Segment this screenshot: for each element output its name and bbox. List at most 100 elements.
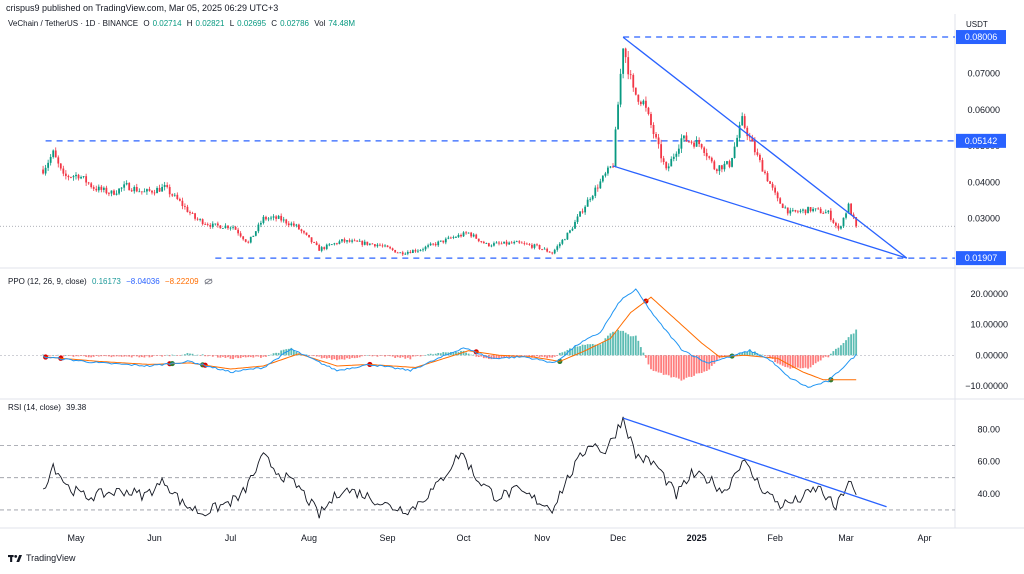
candle-body (404, 253, 407, 255)
ppo-histogram-bar (439, 353, 442, 356)
ppo-histogram-bar (85, 355, 88, 357)
candle-body (92, 187, 95, 189)
ppo-histogram-bar (794, 355, 797, 368)
candle-body (242, 236, 245, 240)
candle-body (591, 195, 594, 200)
candle-body (447, 237, 450, 239)
ppo-histogram-bar (396, 355, 399, 358)
candle-body (100, 186, 103, 190)
ppo-histogram-bar (525, 355, 528, 357)
ppo-histogram-bar (855, 329, 858, 356)
ppo-histogram-bar (726, 355, 728, 356)
ppo-histogram-bar (622, 330, 625, 356)
candle-body (123, 184, 126, 188)
ppo-histogram-bar (280, 350, 283, 356)
ppo-histogram-bar (629, 336, 632, 356)
eye-off-icon[interactable] (204, 278, 213, 285)
candle-body (589, 199, 592, 201)
ppo-histogram-bar (579, 346, 581, 356)
ppo-histogram-bar (298, 353, 300, 356)
footer-brand[interactable]: TradingView (8, 553, 76, 563)
ppo-histogram-bar (277, 352, 280, 356)
ppo-histogram-bar (262, 355, 265, 357)
candle-body (110, 190, 113, 194)
ppo-histogram-bar (764, 355, 766, 356)
ppo-histogram-bar (335, 355, 338, 361)
candle-body (746, 127, 749, 137)
ppo-histogram-bar (449, 352, 452, 356)
ppo-histogram-bar (333, 355, 336, 360)
ppo-histogram-bar (209, 355, 212, 356)
candle-body (718, 165, 721, 172)
candle-body (715, 169, 718, 172)
candle-body (847, 203, 850, 214)
ppo-histogram-bar (120, 355, 123, 357)
ppo-histogram-bar (227, 355, 229, 358)
ppo-histogram-bar (847, 337, 850, 356)
candle-body (265, 216, 267, 220)
rsi-name[interactable]: RSI (14, close) (8, 403, 61, 412)
symbol-name[interactable]: VeChain / TetherUS · 1D · BINANCE (8, 19, 139, 28)
ppo-histogram-bar (242, 355, 245, 357)
ppo-histogram-bar (771, 355, 774, 359)
level-badge-label: 0.08006 (965, 32, 998, 42)
ppo-histogram-bar (670, 355, 673, 378)
ppo-histogram-bar (70, 355, 72, 356)
ppo-histogram-bar (323, 355, 326, 358)
ppo-histogram-bar (95, 355, 98, 356)
candle-body (366, 241, 369, 245)
candle-body (348, 240, 351, 242)
ppo-histogram-bar (49, 355, 52, 356)
ppo-histogram-bar (166, 354, 169, 356)
ppo-histogram-bar (543, 355, 546, 358)
candle-body (835, 222, 837, 226)
candle-body (361, 240, 364, 245)
ppo-histogram-bar (546, 355, 549, 359)
candle-body (277, 215, 280, 219)
ppo-histogram-bar (173, 355, 176, 356)
candle-body (756, 152, 759, 155)
ppo-histogram-bar (452, 352, 455, 356)
wedge-upper-trendline (622, 36, 908, 259)
candle-body (574, 221, 576, 229)
ppo-histogram-bar (161, 355, 164, 357)
candle-body (462, 232, 465, 237)
ppo-histogram-bar (401, 355, 404, 358)
ppo-histogram-bar (482, 355, 485, 359)
level-badge-label: 0.01907 (965, 253, 998, 263)
candle-body (710, 157, 713, 162)
ppo-histogram-bar (282, 349, 285, 356)
ppo-histogram-bar (715, 355, 718, 362)
candle-body (373, 244, 376, 247)
ppo-histogram-bar (260, 355, 262, 358)
candle-body (685, 135, 688, 142)
ppo-histogram-bar (389, 355, 391, 357)
candle-body (670, 158, 673, 167)
candle-body (47, 162, 50, 168)
candle-body (138, 191, 141, 193)
candle-body (708, 156, 711, 158)
candle-body (538, 245, 541, 250)
ppo-histogram-bar (427, 354, 429, 356)
candle-body (409, 251, 412, 253)
candle-body (799, 210, 802, 212)
candle-body (733, 146, 736, 158)
candle-body (411, 250, 414, 253)
ppo-name[interactable]: PPO (12, 26, 9, close) (8, 277, 87, 286)
candle-body (804, 209, 807, 214)
ppo-histogram-bar (216, 355, 219, 358)
candle-body (356, 240, 359, 242)
candle-body (206, 224, 209, 226)
candle-body (140, 191, 143, 193)
candle-body (290, 223, 293, 226)
ppo-histogram-bar (634, 335, 637, 356)
ppo-histogram-bar (601, 342, 604, 356)
candle-body (442, 240, 445, 243)
ppo-histogram-bar (429, 353, 432, 356)
candle-body (794, 210, 797, 212)
candle-body (513, 241, 516, 244)
candle-body (536, 244, 538, 246)
candle-body (705, 152, 708, 157)
